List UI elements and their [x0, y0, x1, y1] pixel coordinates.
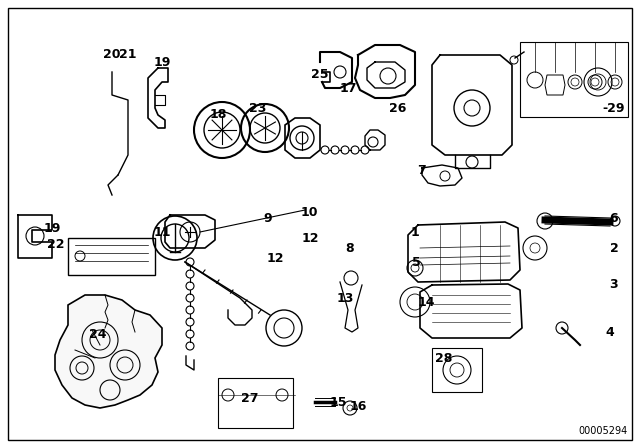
Text: 13: 13	[336, 292, 354, 305]
Text: 25: 25	[311, 68, 329, 81]
Text: 4: 4	[605, 326, 614, 339]
Text: 23: 23	[250, 102, 267, 115]
Polygon shape	[55, 295, 162, 408]
Text: 11: 11	[153, 225, 171, 238]
Text: 26: 26	[389, 102, 406, 115]
Text: 21: 21	[119, 48, 137, 61]
Text: 8: 8	[346, 241, 355, 254]
Text: 5: 5	[412, 255, 420, 268]
Text: 6: 6	[610, 211, 618, 224]
Text: 16: 16	[349, 400, 367, 413]
Text: 24: 24	[89, 327, 107, 340]
Text: 2: 2	[610, 241, 618, 254]
Text: 1: 1	[411, 225, 419, 238]
Text: 14: 14	[417, 296, 435, 309]
Text: 17: 17	[339, 82, 356, 95]
Text: 7: 7	[418, 164, 426, 177]
Text: 19: 19	[154, 56, 171, 69]
Text: 10: 10	[300, 206, 317, 219]
Text: 15: 15	[329, 396, 347, 409]
Bar	[432, 348, 482, 392]
Text: 9: 9	[264, 211, 272, 224]
Bar	[218, 378, 293, 428]
Text: 28: 28	[435, 352, 452, 365]
Text: 18: 18	[209, 108, 227, 121]
Text: 27: 27	[241, 392, 259, 405]
Text: 00005294: 00005294	[579, 426, 628, 436]
Text: -29: -29	[603, 102, 625, 115]
Text: 3: 3	[610, 279, 618, 292]
Bar	[520, 42, 628, 117]
Text: 22: 22	[47, 237, 65, 250]
Text: 12: 12	[266, 251, 284, 264]
Text: 20: 20	[103, 48, 121, 61]
Text: 12: 12	[301, 232, 319, 245]
Text: 19: 19	[44, 221, 61, 234]
